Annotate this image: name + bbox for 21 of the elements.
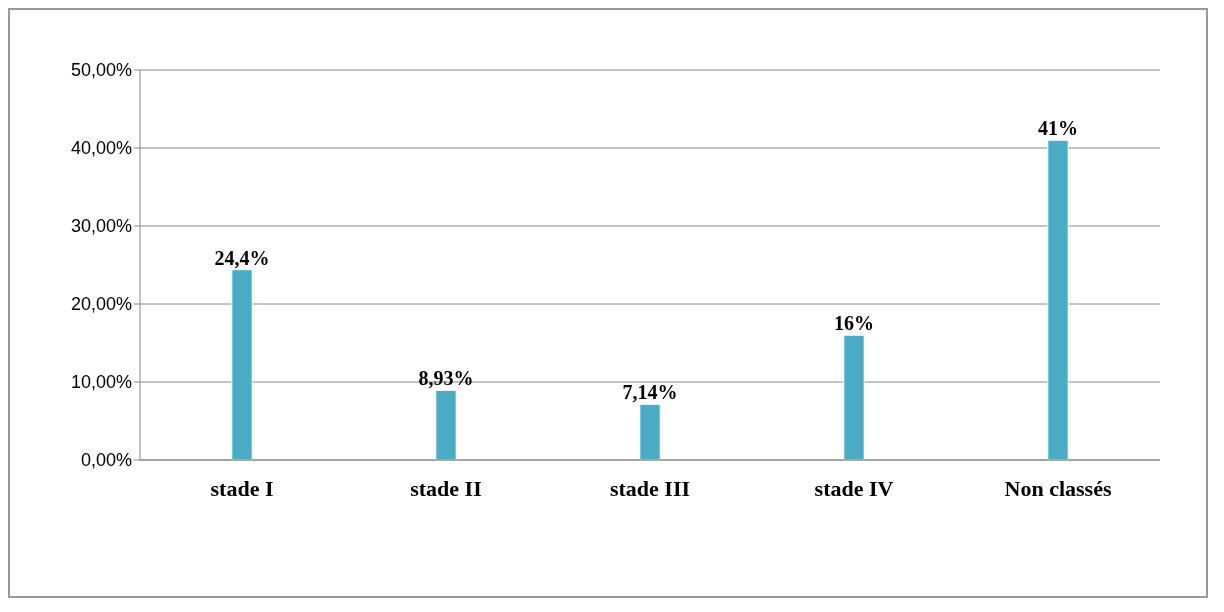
x-tick-label: stade III — [609, 475, 691, 501]
bar — [231, 269, 253, 460]
x-tick-label: stade II — [410, 475, 482, 501]
x-tick-label: stade I — [210, 475, 274, 501]
x-tick-label: stade IV — [814, 475, 894, 501]
data-label: 16% — [834, 312, 874, 335]
bar — [1047, 139, 1069, 460]
bar — [435, 389, 457, 460]
data-label: 8,93% — [418, 367, 474, 390]
bar — [843, 334, 865, 460]
bar — [639, 403, 661, 460]
y-tick-label: 20,00% — [70, 294, 132, 315]
x-tick-label: Non classés — [1004, 475, 1112, 501]
data-label: 7,14% — [622, 381, 678, 404]
y-tick-label: 10,00% — [70, 372, 132, 393]
y-tick-label: 50,00% — [70, 60, 132, 81]
y-tick-label: 40,00% — [70, 138, 132, 159]
y-tick-label: 0,00% — [80, 450, 132, 471]
y-tick-label: 30,00% — [70, 216, 132, 237]
data-label: 24,4% — [214, 246, 270, 269]
data-label: 41% — [1038, 117, 1078, 140]
